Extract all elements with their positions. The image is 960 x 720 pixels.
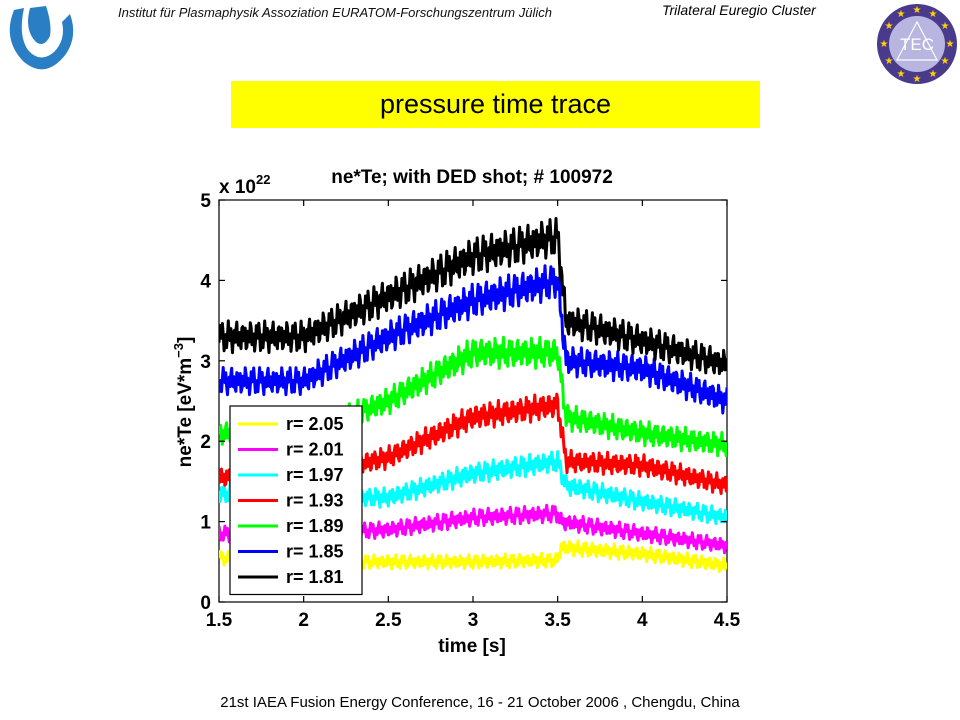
legend-label: r= 1.81	[286, 567, 344, 587]
legend-label: r= 1.97	[286, 465, 344, 485]
svg-text:★: ★	[885, 21, 894, 32]
chart-title: ne*Te; with DED shot; # 100972	[331, 167, 613, 188]
svg-text:★: ★	[897, 9, 906, 20]
legend-label: r= 2.01	[286, 440, 344, 460]
svg-text:★: ★	[929, 9, 938, 20]
series-line	[219, 264, 727, 415]
x-tick-label: 1.5	[206, 610, 233, 631]
institute-logo-icon	[9, 6, 74, 70]
y-axis: 0 1 2 3 4 5	[200, 191, 727, 614]
tec-logo-text: TEC	[900, 35, 934, 54]
svg-text:★: ★	[885, 56, 894, 67]
footer-conference: 21st IAEA Fusion Energy Conference, 16 -…	[220, 694, 740, 711]
y-tick-label: 3	[200, 352, 211, 373]
svg-text:★: ★	[941, 21, 950, 32]
series-line	[219, 217, 727, 376]
x-tick-label: 4	[637, 610, 648, 631]
y-tick-label: 5	[200, 191, 211, 212]
svg-text:★: ★	[929, 69, 938, 80]
legend-label: r= 1.93	[286, 491, 344, 511]
y-tick-label: 4	[200, 271, 211, 292]
title-bar: pressure time trace	[231, 81, 760, 128]
x-tick-label: 3	[468, 610, 479, 631]
tec-logo-icon: ★ ★★ ★★★ ★★★ ★★★ TEC	[877, 4, 957, 85]
legend-label: r= 1.89	[286, 516, 344, 536]
legend-label: r= 2.05	[286, 414, 344, 434]
svg-text:★: ★	[946, 39, 955, 50]
x-tick-label: 2.5	[375, 610, 402, 631]
x-tick-label: 2	[298, 610, 309, 631]
institute-name: Institut für Plasmaphysik Assoziation EU…	[118, 5, 552, 20]
y-tick-label: 0	[200, 593, 211, 614]
svg-text:★: ★	[913, 74, 922, 85]
x-tick-label: 4.5	[714, 610, 741, 631]
svg-text:★: ★	[941, 56, 950, 67]
y-tick-label: 1	[200, 513, 211, 534]
slide-title: pressure time trace	[379, 89, 612, 119]
cluster-name: Trilateral Euregio Cluster	[662, 2, 816, 18]
legend-label: r= 1.85	[286, 542, 344, 562]
y-tick-label: 2	[200, 432, 211, 453]
x-axis: 1.5 2 2.5 3 3.5 4 4.5	[206, 200, 741, 631]
pressure-chart: ne*Te; with DED shot; # 100972 x 1022 1.…	[171, 167, 741, 657]
svg-text:★: ★	[897, 69, 906, 80]
y-multiplier: x 1022	[219, 172, 270, 198]
x-axis-label: time [s]	[438, 636, 506, 657]
svg-text:★: ★	[913, 5, 922, 16]
y-axis-label: ne*Te [eV*m−3]	[171, 337, 196, 468]
svg-text:★: ★	[880, 39, 889, 50]
chart-legend: r= 2.05 r= 2.01 r= 1.97 r= 1.93 r= 1.89 r= 1.…	[229, 405, 363, 596]
x-tick-label: 3.5	[544, 610, 571, 631]
